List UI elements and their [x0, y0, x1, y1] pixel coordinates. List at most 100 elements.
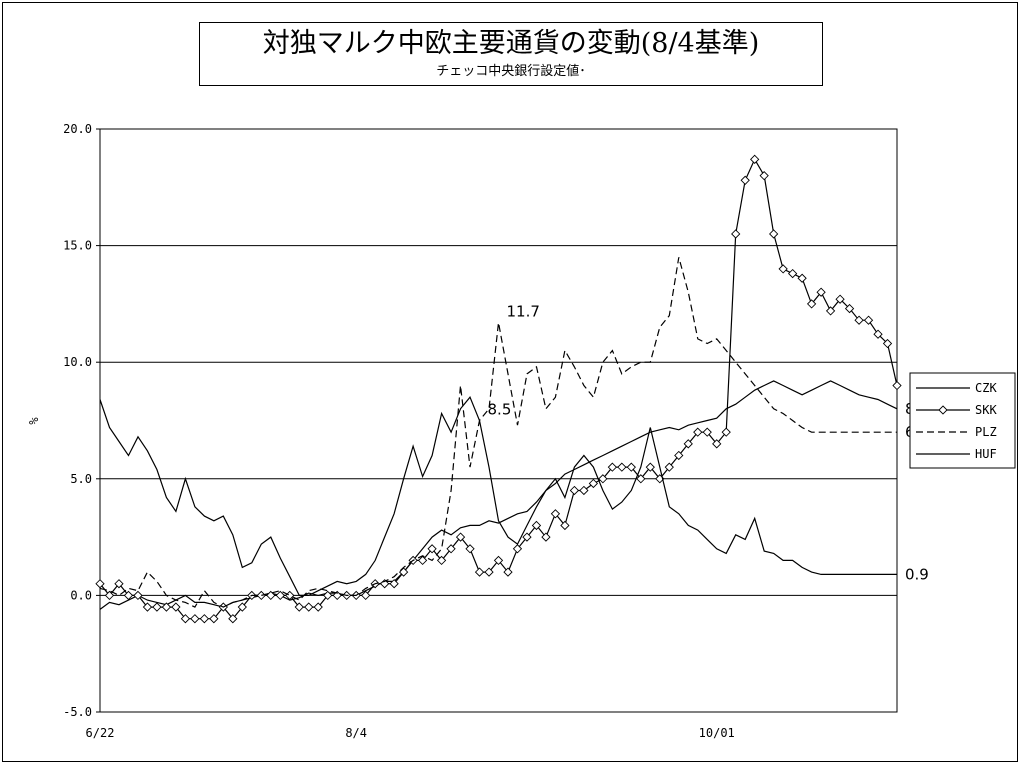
data-label: 8.5 — [488, 401, 512, 419]
x-tick-label: 10/01 — [699, 726, 735, 740]
data-point-skk — [731, 229, 741, 239]
series-line-huf — [99, 396, 897, 597]
data-point-skk — [664, 462, 674, 472]
data-point-skk — [171, 602, 181, 612]
data-point-skk — [607, 462, 617, 472]
data-point-skk — [636, 474, 646, 484]
legend-label-huf: HUF — [975, 447, 997, 461]
data-point-skk — [190, 614, 200, 624]
data-point-skk — [712, 439, 722, 449]
data-point-skk — [750, 154, 760, 164]
data-point-skk — [275, 590, 285, 601]
data-point-skk — [892, 380, 902, 391]
data-point-skk — [702, 427, 712, 437]
data-point-skk — [778, 264, 788, 274]
y-tick-label: 20.0 — [63, 122, 92, 136]
data-point-skk — [769, 229, 779, 239]
legend-label-skk: SKK — [975, 403, 997, 417]
data-point-skk — [104, 590, 115, 601]
series-line-plz — [99, 257, 897, 608]
data-point-skk — [759, 171, 769, 181]
data-point-skk — [683, 439, 693, 449]
data-point-skk — [304, 602, 314, 612]
chart-title: 対独マルク中欧主要通貨の変動(8/4基準) — [262, 28, 760, 59]
data-point-skk — [816, 287, 826, 297]
y-axis-label: % — [27, 417, 41, 425]
data-point-skk — [721, 427, 731, 437]
y-tick-label: 0.0 — [70, 588, 92, 602]
data-point-skk — [569, 485, 580, 496]
y-tick-label: -5.0 — [63, 705, 92, 719]
x-tick-label: 8/4 — [345, 726, 367, 740]
data-point-skk — [825, 306, 836, 316]
legend-label-plz: PLZ — [975, 425, 997, 439]
data-point-skk — [256, 590, 266, 601]
data-point-skk — [161, 602, 172, 612]
data-point-skk — [588, 478, 599, 489]
data-point-skk — [323, 590, 333, 601]
data-point-skk — [503, 567, 513, 577]
data-point-skk — [560, 520, 570, 531]
data-point-skk — [361, 590, 371, 601]
x-tick-label: 6/22 — [86, 726, 115, 740]
data-point-skk — [863, 315, 874, 325]
data-point-skk — [541, 532, 551, 542]
data-point-skk — [484, 567, 494, 577]
y-tick-label: 15.0 — [63, 239, 92, 253]
data-point-skk — [95, 579, 105, 589]
data-point-skk — [806, 299, 817, 309]
data-point-skk — [854, 315, 864, 325]
data-point-skk — [474, 567, 485, 577]
data-point-skk — [123, 590, 134, 601]
data-point-skk — [455, 532, 466, 542]
data-point-skk — [152, 602, 162, 612]
data-point-skk — [598, 474, 608, 484]
data-point-skk — [199, 614, 210, 624]
data-point-skk — [873, 329, 883, 339]
data-point-skk — [427, 544, 437, 554]
data-point-skk — [787, 268, 798, 279]
legend-box — [909, 372, 1016, 469]
data-point-skk — [797, 273, 807, 283]
data-point-skk — [114, 579, 124, 589]
data-label: 11.7 — [507, 303, 540, 321]
data-point-skk — [626, 462, 636, 472]
data-point-skk — [465, 544, 475, 554]
data-point-skk — [133, 590, 143, 601]
data-point-skk — [389, 579, 399, 589]
data-point-skk — [180, 614, 191, 624]
chart-subtitle: チェッコ中央銀行設定値･ — [436, 64, 586, 79]
data-point-skk — [674, 450, 684, 461]
data-point-skk — [835, 294, 845, 304]
data-point-skk — [209, 614, 219, 624]
data-point-skk — [522, 532, 532, 542]
data-point-skk — [740, 175, 750, 185]
data-point-skk — [237, 602, 247, 612]
data-point-skk — [844, 303, 855, 314]
data-point-skk — [332, 590, 342, 601]
y-tick-label: 5.0 — [70, 472, 92, 486]
title-box: 対独マルク中欧主要通貨の変動(8/4基準) チェッコ中央銀行設定値･ — [199, 22, 823, 86]
data-point-skk — [417, 555, 428, 566]
data-point-skk — [228, 614, 238, 624]
data-point-skk — [142, 602, 153, 612]
data-point-skk — [493, 555, 504, 566]
data-point-skk — [446, 544, 456, 554]
series-line-skk — [99, 157, 898, 620]
data-point-skk — [550, 509, 561, 519]
data-point-skk — [693, 427, 703, 437]
legend-marker — [938, 405, 948, 415]
data-point-skk — [645, 462, 655, 472]
data-label: 0.9 — [905, 565, 929, 583]
y-tick-label: 10.0 — [63, 355, 92, 369]
plot-area — [99, 128, 898, 713]
data-point-skk — [512, 544, 523, 554]
data-point-skk — [436, 555, 447, 566]
data-point-skk — [617, 462, 627, 472]
legend-label-czk: CZK — [975, 381, 997, 395]
data-point-skk — [313, 602, 323, 612]
data-point-skk — [531, 520, 542, 531]
data-point-skk — [882, 338, 893, 349]
